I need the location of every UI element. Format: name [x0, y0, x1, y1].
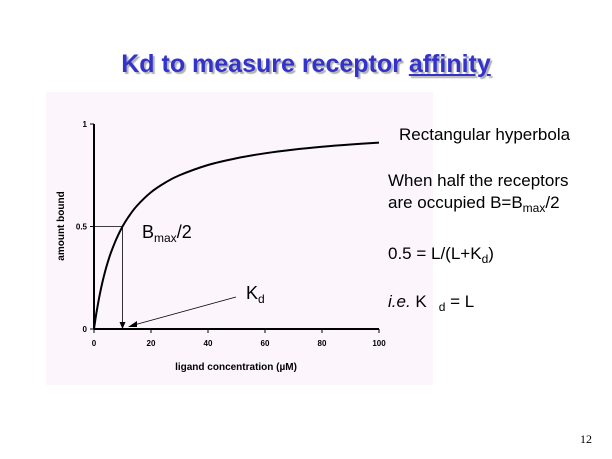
- bmax-b: B: [142, 222, 155, 242]
- slide-title: Kd to measure receptor affinity: [0, 50, 612, 79]
- y-tick-label: 0.5: [76, 223, 88, 232]
- x-tick-label: 100: [372, 339, 386, 348]
- x-tick-label: 60: [261, 339, 270, 348]
- y-axis-label: amount bound: [56, 191, 67, 260]
- saturation-curve: [93, 141, 380, 330]
- title-underlined-word: affinity: [408, 50, 491, 78]
- y-tick-label: 0: [83, 325, 88, 334]
- kd-k: K: [246, 283, 259, 303]
- title-text: Kd to measure receptor: [121, 50, 409, 78]
- bmax-half-label: Bmax/2: [142, 222, 192, 245]
- kd-arrowhead-down: [119, 322, 126, 329]
- y-tick-label: 1: [83, 120, 88, 129]
- x-axis-label: ligand concentration (µM): [175, 362, 297, 373]
- note-half-receptors: When half the receptors: [388, 171, 569, 190]
- note-occupied-tail: /2: [545, 193, 560, 212]
- kd-pointer-line: [133, 296, 237, 326]
- note-occupied: are occupied B=Bmax/2: [388, 192, 560, 214]
- kd-pointer-arrowhead: [128, 321, 137, 327]
- note-equals-l: = L: [445, 292, 475, 311]
- chart-panel: [46, 92, 433, 385]
- note-ie: i.e.: [388, 292, 411, 311]
- note-equation: 0.5 = L/(L+Kd): [388, 243, 494, 265]
- note-k: K: [410, 292, 427, 311]
- kd-sub: d: [258, 292, 265, 306]
- note-k-sub: d: [438, 300, 446, 314]
- x-tick-label: 0: [92, 339, 97, 348]
- note-equation-sub: d: [481, 252, 489, 266]
- kd-label: Kd: [246, 283, 265, 306]
- note-equation-tail: ): [488, 244, 494, 263]
- note-equation-text: 0.5 = L/(L+K: [388, 244, 482, 263]
- note-rectangular-hyperbola: Rectangular hyperbola: [399, 125, 571, 144]
- page-number: 12: [580, 432, 592, 446]
- x-tick-label: 80: [318, 339, 327, 348]
- x-tick-label: 40: [204, 339, 213, 348]
- note-occupied-sub: max: [522, 201, 546, 215]
- bmax-tail: /2: [176, 222, 192, 242]
- note-occupied-text: are occupied B=B: [388, 193, 523, 212]
- bmax-sub: max: [154, 231, 177, 245]
- x-tick-label: 20: [147, 339, 156, 348]
